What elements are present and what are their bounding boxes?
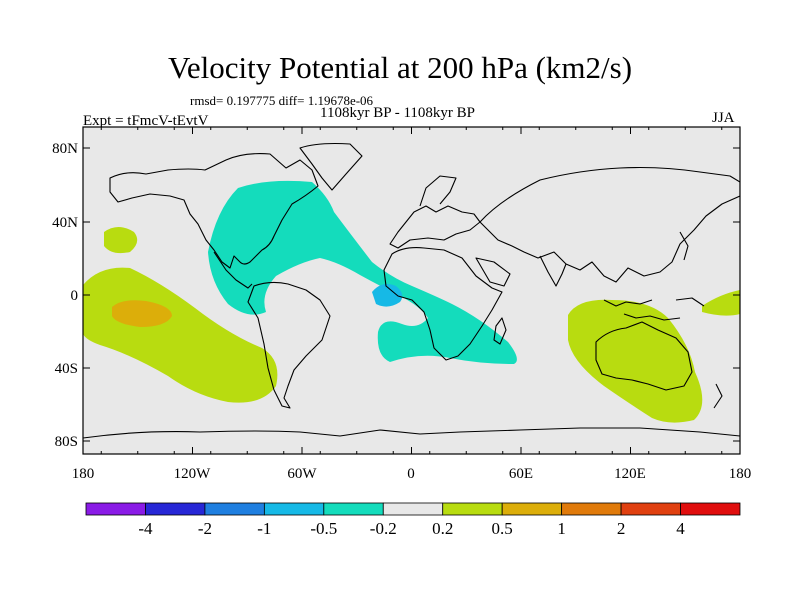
colorbar-swatch [501, 502, 563, 516]
colorbar-swatch [561, 502, 622, 516]
anomaly-region-pacific-core [112, 300, 172, 327]
anomaly-region-north-pacific [104, 227, 138, 254]
lat-tick-label: 80S [55, 434, 78, 450]
anomaly-region-australia [568, 299, 703, 423]
lon-tick-label: 60W [287, 466, 317, 482]
coastlines [83, 142, 740, 439]
colorbar-label: 0.2 [432, 519, 453, 538]
lat-tick-label: 40S [55, 361, 78, 377]
lon-tick-label: 120W [174, 466, 212, 482]
colorbar-label: 1 [557, 519, 566, 538]
axis-ticks [82, 127, 741, 454]
colorbar-label: -0.2 [370, 519, 397, 538]
lat-tick-label: 0 [71, 288, 79, 304]
colorbar-swatch [382, 502, 444, 516]
anomaly-region-west-pacific-edge [702, 290, 740, 316]
lon-tick-label: 180 [72, 466, 95, 482]
colorbar [85, 502, 741, 516]
lat-tick-label: 80N [52, 141, 78, 157]
experiment-label: Expt = tFmcV-tEvtV [83, 113, 209, 129]
lon-tick-label: 60E [509, 466, 533, 482]
map-title: Velocity Potential at 200 hPa (km2/s) [167, 50, 633, 85]
colorbar-label: 2 [617, 519, 626, 538]
stats-label: rmsd= 0.197775 diff= 1.19678e-06 [190, 93, 374, 108]
lon-tick-label: 0 [407, 466, 415, 482]
colorbar-labels: -4 -2 -1 -0.5 -0.2 0.2 0.5 1 2 4 [138, 519, 685, 538]
colorbar-swatch [620, 502, 681, 516]
period-label: 1108kyr BP - 1108kyr BP [320, 105, 476, 121]
colorbar-swatch [442, 502, 503, 516]
colorbar-swatch [323, 502, 384, 516]
colorbar-label: -2 [198, 519, 212, 538]
colorbar-label: -0.5 [310, 519, 337, 538]
colorbar-label: -4 [138, 519, 153, 538]
season-label: JJA [712, 110, 735, 126]
anomaly-region-atlantic [208, 180, 517, 364]
lon-tick-label: 180 [729, 466, 752, 482]
anomaly-region-atlantic-core [372, 284, 403, 307]
colorbar-label: -1 [257, 519, 271, 538]
colorbar-swatch [145, 502, 206, 516]
colorbar-label: 4 [676, 519, 685, 538]
colorbar-swatch [680, 502, 741, 516]
lat-tick-label: 40N [52, 215, 78, 231]
lon-tick-label: 120E [614, 466, 646, 482]
colorbar-swatch [263, 502, 325, 516]
colorbar-label: 0.5 [492, 519, 513, 538]
colorbar-swatch [85, 502, 146, 516]
colorbar-swatch [204, 502, 265, 516]
